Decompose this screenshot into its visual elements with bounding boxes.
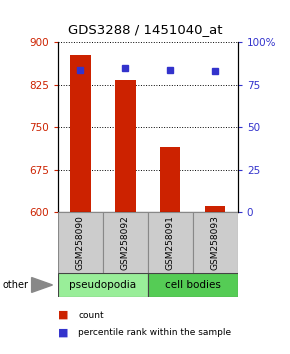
Text: pseudopodia: pseudopodia <box>69 280 137 290</box>
Bar <box>160 147 180 212</box>
Text: GSM258090: GSM258090 <box>76 215 85 270</box>
Text: ■: ■ <box>58 310 68 320</box>
Text: GSM258091: GSM258091 <box>166 215 175 270</box>
Bar <box>115 80 135 212</box>
Text: ■: ■ <box>58 328 68 338</box>
Bar <box>103 212 148 273</box>
Text: percentile rank within the sample: percentile rank within the sample <box>78 328 231 337</box>
Text: other: other <box>3 280 29 290</box>
Bar <box>58 212 103 273</box>
Bar <box>205 206 225 212</box>
Bar <box>58 273 148 297</box>
Text: GDS3288 / 1451040_at: GDS3288 / 1451040_at <box>68 23 222 36</box>
Bar <box>193 212 238 273</box>
Text: cell bodies: cell bodies <box>165 280 221 290</box>
Text: GSM258092: GSM258092 <box>121 215 130 270</box>
Bar <box>148 273 238 297</box>
Text: count: count <box>78 310 104 320</box>
Polygon shape <box>32 278 52 292</box>
Bar <box>148 212 193 273</box>
Bar <box>70 55 90 212</box>
Text: GSM258093: GSM258093 <box>211 215 220 270</box>
